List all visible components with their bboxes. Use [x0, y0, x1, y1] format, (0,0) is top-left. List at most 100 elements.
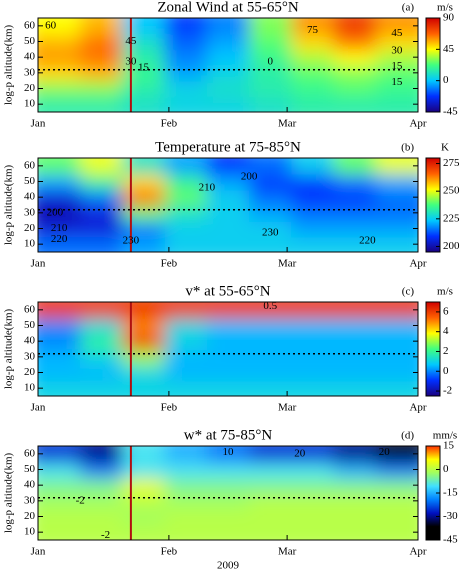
- contour-label: 15: [391, 76, 403, 88]
- contour-label: 220: [51, 233, 68, 245]
- heat-cell: [164, 205, 208, 222]
- colorbar-label: K: [441, 142, 449, 154]
- heat-cell: [206, 461, 251, 479]
- y-tick-label: 30: [24, 350, 36, 362]
- heat-cell: [38, 173, 82, 191]
- heat-cell: [164, 524, 208, 540]
- heat-cell: [164, 96, 208, 112]
- y-tick-label: 50: [24, 319, 36, 331]
- heat-cell: [164, 333, 208, 350]
- heat-cell: [38, 49, 82, 66]
- heat-cell: [164, 65, 208, 82]
- plot-frame: [37, 445, 419, 541]
- heat-cell: [164, 477, 208, 494]
- heat-cell: [80, 205, 124, 222]
- contour-label: 60: [45, 19, 57, 31]
- heat-cell: [333, 364, 377, 382]
- heat-cell: [291, 477, 335, 494]
- heat-cell: [80, 446, 124, 463]
- y-axis-label: log-p altitude(km): [3, 164, 15, 245]
- heat-cell: [80, 317, 124, 335]
- heatmap-cells: [38, 302, 418, 396]
- heat-cell: [249, 508, 293, 526]
- heat-cell: [38, 508, 82, 526]
- colorbar-tick-label: 250: [443, 185, 460, 197]
- y-tick-label: 60: [24, 159, 36, 171]
- heat-cell: [206, 364, 251, 382]
- heat-cell: [80, 80, 124, 98]
- panel-label: (b): [401, 142, 414, 154]
- x-tick-label: Feb: [161, 258, 178, 270]
- y-tick-label: 60: [24, 447, 36, 459]
- contour-label: 0: [267, 55, 273, 67]
- heat-cell: [291, 364, 335, 382]
- heat-cell: [38, 364, 82, 382]
- heat-cell: [122, 96, 166, 112]
- heat-cell: [375, 349, 418, 366]
- plot-frame: [37, 301, 419, 397]
- heat-cell: [249, 477, 293, 494]
- heat-cell: [375, 18, 418, 35]
- heat-cell: [122, 493, 166, 510]
- heat-cell: [333, 173, 377, 191]
- colorbar-tick-label: 0: [443, 463, 449, 475]
- y-tick-label: 10: [24, 382, 36, 394]
- colorbar-tick-label: 2: [443, 345, 449, 357]
- contour-label: 45: [125, 35, 137, 47]
- heat-cell: [249, 461, 293, 479]
- heatmap-cells: [38, 18, 418, 112]
- colorbar-tick-label: 90: [443, 12, 455, 24]
- heat-cell: [333, 302, 377, 319]
- heat-cell: [38, 189, 82, 206]
- contour-label: 200: [241, 170, 258, 182]
- heat-cell: [164, 461, 208, 479]
- heat-cell: [164, 220, 208, 238]
- heat-cell: [333, 446, 377, 463]
- heat-cell: [333, 205, 377, 222]
- heat-cell: [291, 65, 335, 82]
- heat-cell: [206, 205, 251, 222]
- heat-cell: [206, 524, 251, 540]
- heat-cell: [375, 317, 418, 335]
- y-tick-label: 50: [24, 463, 36, 475]
- heat-cell: [333, 477, 377, 494]
- contour-label: -2: [76, 494, 85, 506]
- heat-cell: [80, 302, 124, 319]
- heat-cell: [122, 80, 166, 98]
- heat-cell: [122, 349, 166, 366]
- x-tick-label: Jan: [31, 258, 46, 270]
- heat-cell: [206, 189, 251, 206]
- heatmap-cells: [38, 158, 418, 252]
- heat-cell: [80, 461, 124, 479]
- heat-cell: [291, 461, 335, 479]
- heat-cell: [122, 333, 166, 350]
- x-tick-label: Mar: [278, 402, 297, 414]
- heat-cell: [122, 302, 166, 319]
- panel-title: v* at 55-65°N: [185, 283, 270, 299]
- heat-cell: [122, 477, 166, 494]
- heat-cell: [249, 380, 293, 396]
- heat-cell: [375, 173, 418, 191]
- contour-label: 210: [199, 181, 216, 193]
- contour-label: 30: [125, 55, 137, 67]
- heat-cell: [164, 18, 208, 35]
- heat-cell: [249, 49, 293, 66]
- contour-label: 10: [223, 446, 235, 458]
- heat-cell: [164, 349, 208, 366]
- heat-cell: [206, 96, 251, 112]
- heat-cell: [249, 65, 293, 82]
- heat-cell: [375, 493, 418, 510]
- colorbar-tick-label: 200: [443, 240, 460, 252]
- colorbar-tick-label: -15: [443, 487, 458, 499]
- heat-cell: [38, 96, 82, 112]
- heat-cell: [80, 477, 124, 494]
- x-tick-label: Jan: [31, 546, 46, 558]
- heat-cell: [291, 446, 335, 463]
- y-tick-label: 10: [24, 526, 36, 538]
- heat-cell: [38, 493, 82, 510]
- y-axis-label: log-p altitude(km): [3, 24, 15, 105]
- contour-label: 20: [294, 447, 306, 459]
- x-tick-label: Feb: [161, 402, 178, 414]
